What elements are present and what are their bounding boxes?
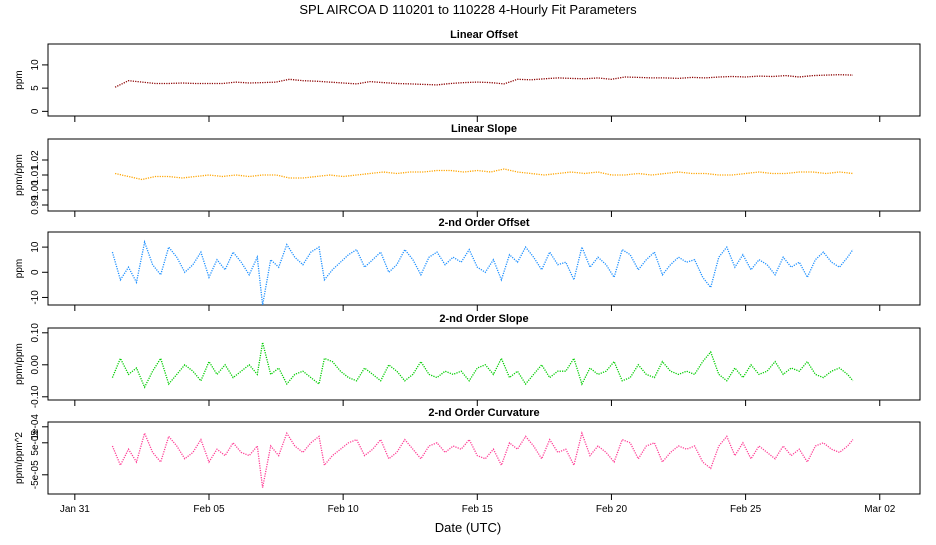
series-line — [114, 74, 853, 88]
series-line — [111, 342, 854, 389]
y-tick-label: 1.02 — [30, 150, 41, 170]
x-tick-label: Feb 20 — [596, 504, 628, 515]
y-tick-label: 0 — [30, 269, 41, 275]
y-tick-label: 1e-04 — [30, 414, 41, 440]
y-tick-label: 1.00 — [30, 180, 41, 200]
y-tick-label: 0.10 — [30, 323, 41, 343]
y-axis-label: ppm — [14, 70, 25, 89]
y-axis-label: ppm/ppm — [14, 154, 25, 196]
y-tick-label: 0.99 — [30, 195, 41, 215]
panel-title: Linear Slope — [451, 123, 517, 135]
y-axis-label: ppm/ppm — [14, 343, 25, 385]
panel-frame — [47, 421, 921, 495]
panel-1: Linear Offset 0 5 10 ppm — [14, 29, 921, 122]
panel-frame — [47, 43, 921, 117]
x-tick-label: Feb 15 — [462, 504, 494, 515]
y-axis-label: ppm — [14, 259, 25, 278]
y-tick-label: 10 — [30, 59, 41, 71]
x-tick-label: Feb 25 — [730, 504, 762, 515]
y-axis-label: ppm/ppm^2 — [14, 432, 25, 484]
panel-2: Linear Slope 0.991.001.011.02 ppm/ppm — [14, 123, 921, 217]
panel-4: 2-nd Order Slope -0.10 0.00 0.10 ppm/ppm — [14, 313, 921, 408]
y-tick-label: 1.01 — [30, 165, 41, 185]
panel-title: Linear Offset — [450, 29, 518, 41]
series-line — [114, 168, 853, 181]
series-line — [111, 430, 854, 488]
y-tick-label: 0 — [30, 108, 41, 114]
series-line — [111, 239, 854, 306]
panel-title: 2-nd Order Slope — [439, 313, 528, 325]
x-tick-label: Jan 31 — [60, 504, 90, 515]
x-tick-label: Mar 02 — [864, 504, 896, 515]
y-tick-label: 5e-05 — [30, 430, 41, 456]
panel-frame — [47, 138, 921, 212]
y-tick-label: -10 — [30, 290, 41, 305]
panel-title: 2-nd Order Curvature — [428, 407, 539, 419]
y-tick-label: 10 — [30, 241, 41, 253]
y-tick-label: 5 — [30, 85, 41, 91]
panel-frame — [47, 327, 921, 401]
panel-title: 2-nd Order Offset — [438, 217, 529, 229]
panel-3: 2-nd Order Offset -10 0 10 ppm — [14, 217, 921, 311]
y-tick-label: -5e-05 — [30, 460, 41, 489]
x-tick-label: Feb 10 — [328, 504, 360, 515]
x-tick-label: Feb 05 — [193, 504, 225, 515]
x-axis-label: Date (UTC) — [435, 520, 501, 535]
chart-main-title: SPL AIRCOA D 110201 to 110228 4-Hourly F… — [299, 2, 637, 17]
panel-frame — [47, 231, 921, 306]
y-tick-label: 0.00 — [30, 355, 41, 375]
y-tick-label: -0.10 — [30, 385, 41, 408]
